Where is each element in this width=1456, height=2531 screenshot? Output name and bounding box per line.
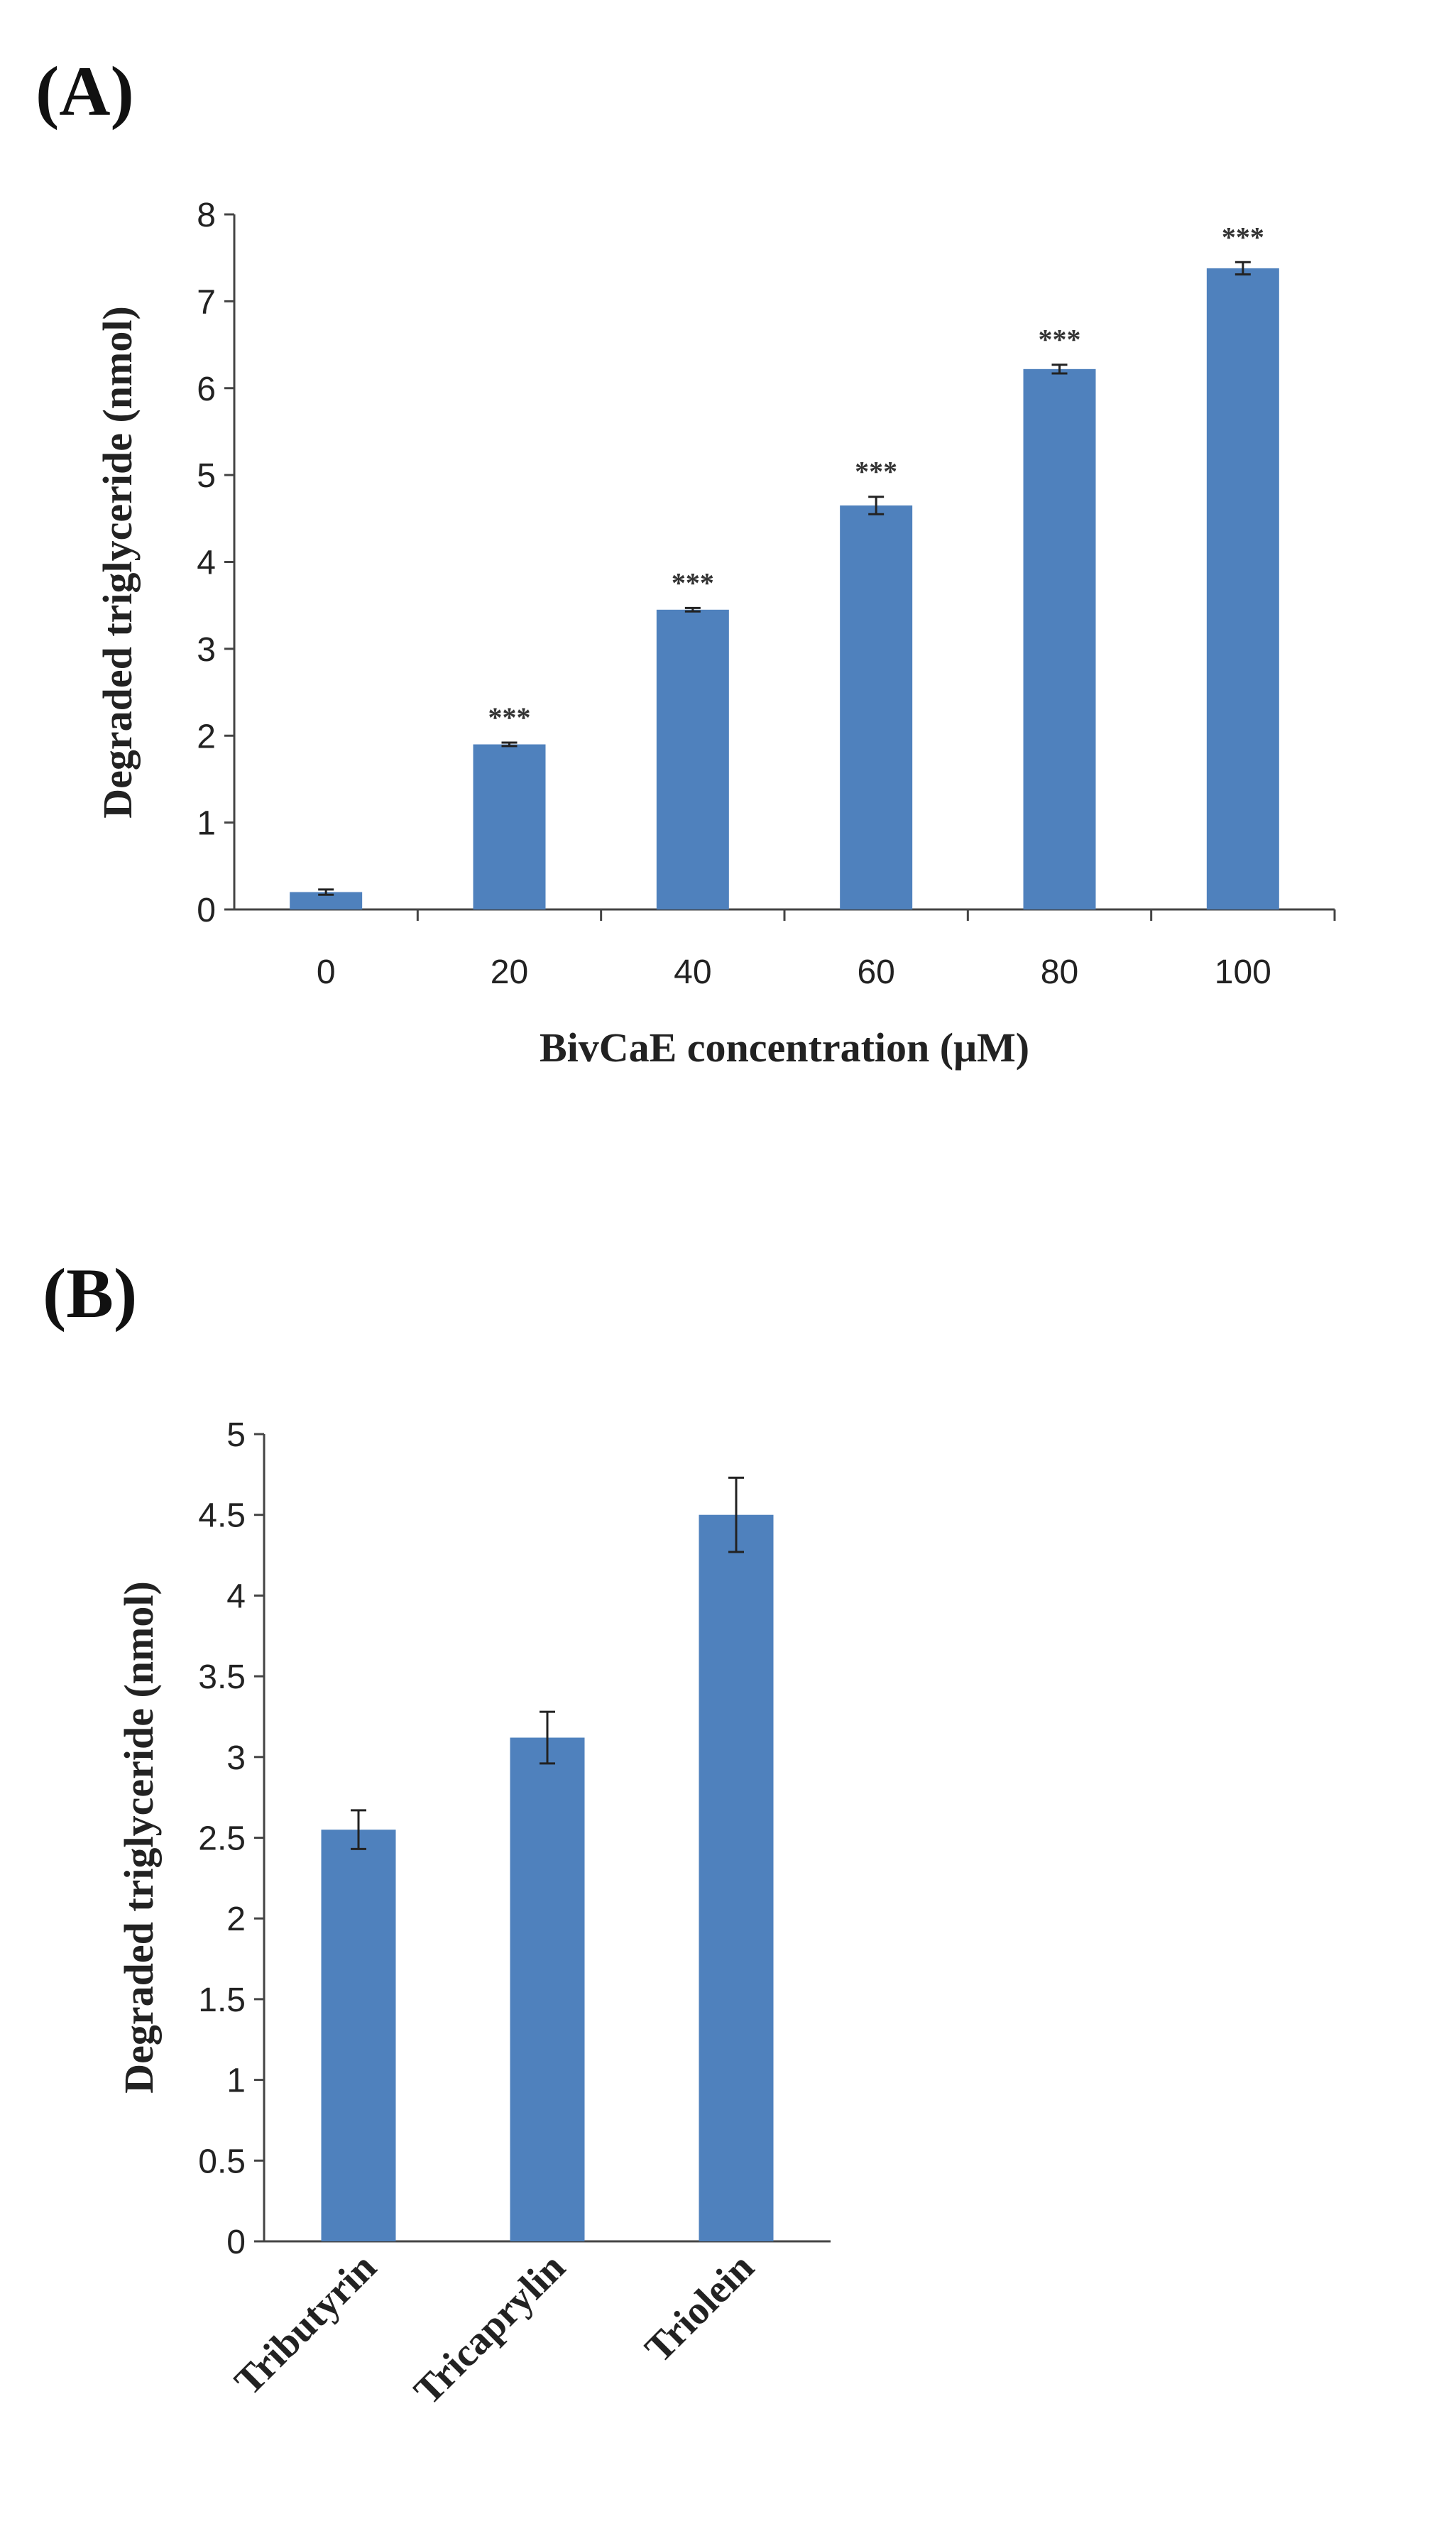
significance-label: *** [1222,221,1264,253]
chart-b: 0 0.5 1 1.5 2 2.5 3 3.5 4 4.5 5 Tributyrin Tricapryl… [116,1416,831,2413]
y-tick-label: 6 [197,371,216,408]
x-tick-label: 40 [674,953,711,991]
significance-label: *** [1039,324,1081,356]
bar [699,1514,774,2241]
y-tick-label: 1.5 [198,1981,246,2019]
y-tick-label: 7 [197,283,216,321]
x-tick-label: 100 [1215,953,1271,991]
y-tick-label: 3 [226,1739,246,1777]
x-tick-label: 60 [857,953,894,991]
y-tick-label: 2 [226,1901,246,1938]
significance-label: *** [488,701,531,733]
panel-label-b: (B) [43,1254,137,1333]
y-axis-title: Degraded triglyceride (nmol) [116,1581,162,2094]
y-tick-label: 3 [197,631,216,669]
y-tick-label: 1 [226,2062,246,2100]
y-tick-label: 0.5 [198,2143,246,2180]
y-tick-label: 8 [197,197,216,234]
x-tick-label: Triolein [637,2245,762,2371]
bar [1023,368,1096,909]
x-tick-label: Tricaprylin [405,2245,574,2413]
x-tick-label: 80 [1041,953,1078,991]
bar [656,609,729,909]
bar [510,1737,585,2241]
significance-label: *** [672,567,714,598]
y-tick-label: 1 [197,805,216,843]
x-tick-label: 0 [317,953,336,991]
x-tick-label: 20 [491,953,528,991]
y-tick-label: 0 [226,2224,246,2261]
panel-label-a: (A) [35,52,134,131]
bar [1206,268,1279,909]
x-axis-title: BivCaE concentration (μM) [540,1024,1029,1071]
y-tick-label: 4 [226,1578,246,1615]
y-tick-label: 5 [197,457,216,495]
bar [473,744,546,909]
bar [840,505,913,909]
y-tick-label: 2 [197,718,216,755]
chart-a: 0123456780***20***40***60***80***100BivC… [94,197,1336,1071]
y-tick-label: 5 [226,1416,246,1454]
bar [321,1830,396,2241]
significance-label: *** [855,456,897,488]
y-tick-label: 3.5 [198,1658,246,1696]
x-tick-label: Tributyrin [226,2245,385,2404]
y-tick-label: 4.5 [198,1497,246,1535]
y-tick-label: 0 [197,892,216,929]
y-tick-label: 4 [197,545,216,582]
y-tick-label: 2.5 [198,1820,246,1858]
y-axis-title: Degraded triglyceride (nmol) [94,306,141,819]
